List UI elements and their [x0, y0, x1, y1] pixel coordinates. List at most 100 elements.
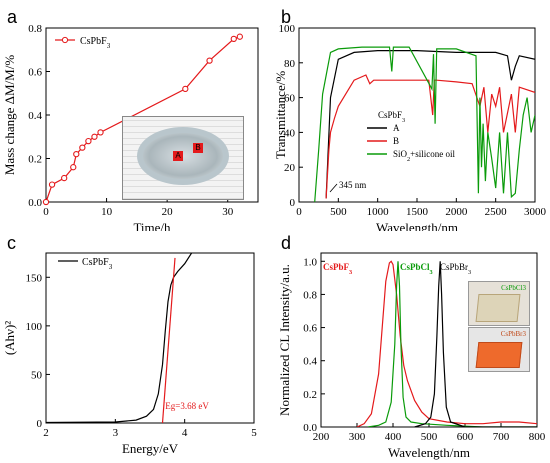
x-tick-label: 400 [385, 431, 402, 443]
y-axis-label: Transmittance/% [275, 71, 288, 160]
x-tick-label: 500 [330, 206, 347, 218]
data-point [70, 164, 77, 171]
data-point [91, 133, 98, 140]
annotation-345nm: 345 nm [339, 180, 366, 190]
y-tick-label: 0 [37, 418, 43, 430]
data-point [206, 57, 213, 64]
x-tick-label: 1000 [367, 206, 390, 218]
y-tick-label: 20 [284, 162, 296, 174]
x-tick-label: 20 [162, 206, 174, 218]
series-label: CsPbCl3 [400, 262, 433, 276]
x-tick-label: 5 [251, 427, 257, 439]
y-axis-label: Normalized CL Intensity/a.u. [277, 264, 292, 416]
x-axis-label: Time/h [133, 220, 171, 231]
y-tick-label: 100 [26, 321, 43, 333]
y-tick-label: 150 [26, 272, 43, 284]
series-line-a [325, 49, 535, 199]
x-tick-label: 600 [457, 431, 474, 443]
x-axis-label: Wavelength/nm [388, 445, 470, 460]
y-tick-label: 1.0 [303, 256, 317, 268]
sample-photo-inset: A B [122, 116, 244, 200]
y-axis-label: (Ahν)² [2, 321, 17, 355]
panel-letter-a: a [7, 7, 18, 27]
chart-d-cl-spectra: 200 300 400 500 600 700 800 0.0 0.2 0.4 0.6 0.8 1.0 W… [277, 252, 546, 460]
series-line-cspbf3 [356, 260, 537, 427]
x-tick-label: 500 [421, 431, 438, 443]
y-tick-label: 0 [290, 197, 296, 209]
data-point [42, 198, 50, 206]
x-tick-label: 300 [349, 431, 366, 443]
legend-label: CsPbF3 [80, 36, 111, 50]
cspbcl3-crystal-shape [475, 294, 521, 322]
legend-label: B [393, 136, 399, 146]
x-tick-label: 700 [493, 431, 510, 443]
panel-letter-b: b [281, 7, 292, 27]
y-tick-label: 60 [284, 93, 296, 105]
x-tick-label: 30 [222, 206, 234, 218]
data-point [79, 144, 86, 151]
chart-a-mass-change: 0 10 20 30 0.0 0.2 0.4 0.6 0.8 Time/h Mass change … [2, 23, 259, 231]
chart-c-tauc-plot: 2 3 4 5050100150Energy/eV(Ahν)²CsPbF3Eg=3.6… [2, 252, 257, 456]
y-tick-label: 0.8 [28, 23, 42, 35]
legend-marker [61, 36, 69, 44]
series-label: CsPbBr3 [440, 262, 471, 276]
series-line-sio2-silicone-oil [314, 46, 535, 202]
x-tick-label: 800 [529, 431, 546, 443]
series-line-cspbcl3 [367, 261, 537, 427]
x-tick-label: 1500 [406, 206, 429, 218]
annotation-bandgap: Eg=3.68 eV [165, 401, 209, 411]
x-tick-label: 200 [313, 431, 330, 443]
cspbbr3-photo-inset: CsPbBr3 [468, 327, 530, 372]
y-tick-label: 40 [284, 127, 296, 139]
x-tick-label: 2000 [445, 206, 468, 218]
x-tick-label: 10 [101, 206, 113, 218]
series-line-cspbbr3 [414, 261, 537, 427]
petri-dish-shape [137, 127, 229, 185]
series-line-fit [161, 257, 176, 423]
cspbbr3-photo-label: CsPbBr3 [500, 330, 526, 338]
y-tick-label: 0.0 [28, 197, 42, 209]
chart-b-transmittance: 0 500 1000 1500 2000 2500 3000 0 20 40 60 80 100 Wave… [275, 23, 547, 231]
x-tick-label: 3000 [524, 206, 547, 218]
legend-label: A [393, 123, 400, 133]
data-point [48, 181, 56, 188]
data-point [73, 150, 80, 158]
y-tick-label: 0.2 [303, 389, 317, 401]
x-axis-label: Wavelength/nm [376, 220, 458, 231]
series-label: CsPbF3 [323, 262, 352, 276]
data-point [61, 174, 68, 182]
y-tick-label: 80 [284, 58, 296, 70]
x-tick-label: 0 [296, 206, 302, 218]
panel-letter-d: d [281, 233, 292, 253]
y-tick-label: 0.4 [28, 110, 42, 122]
y-axis-label: Mass change ΔM/M/% [2, 55, 17, 175]
series-line-cspbf3 [46, 253, 193, 423]
legend-label: SiO2+silicone oil [393, 149, 455, 163]
y-tick-label: 0.6 [28, 67, 42, 79]
data-point [182, 85, 189, 93]
y-tick-label: 50 [31, 369, 43, 381]
y-tick-label: 100 [279, 23, 296, 35]
y-tick-label: 0.2 [28, 154, 42, 166]
x-tick-label: 4 [182, 427, 188, 439]
y-tick-label: 0.8 [303, 289, 317, 301]
x-tick-label: 0 [43, 206, 49, 218]
data-point [97, 129, 104, 136]
cspbbr3-crystal-shape [475, 342, 523, 368]
y-tick-label: 0.4 [303, 356, 317, 368]
series-line-b [325, 74, 535, 199]
sample-label-b: B [193, 143, 203, 153]
y-tick-label: 0.6 [303, 323, 317, 335]
y-tick-label: 0.0 [303, 422, 317, 434]
data-point [230, 35, 237, 43]
data-point [236, 33, 243, 40]
legend-label: CsPbF3 [82, 257, 113, 271]
x-axis-label: Energy/eV [122, 441, 179, 456]
legend-title: CsPbF3 [378, 110, 405, 124]
annotation-arrow [329, 183, 338, 193]
data-point [85, 137, 92, 145]
x-tick-label: 3 [113, 427, 119, 439]
sample-label-a: A [173, 151, 183, 161]
x-tick-label: 2 [43, 427, 49, 439]
cspbcl3-photo-label: CsPbCl3 [501, 284, 526, 292]
